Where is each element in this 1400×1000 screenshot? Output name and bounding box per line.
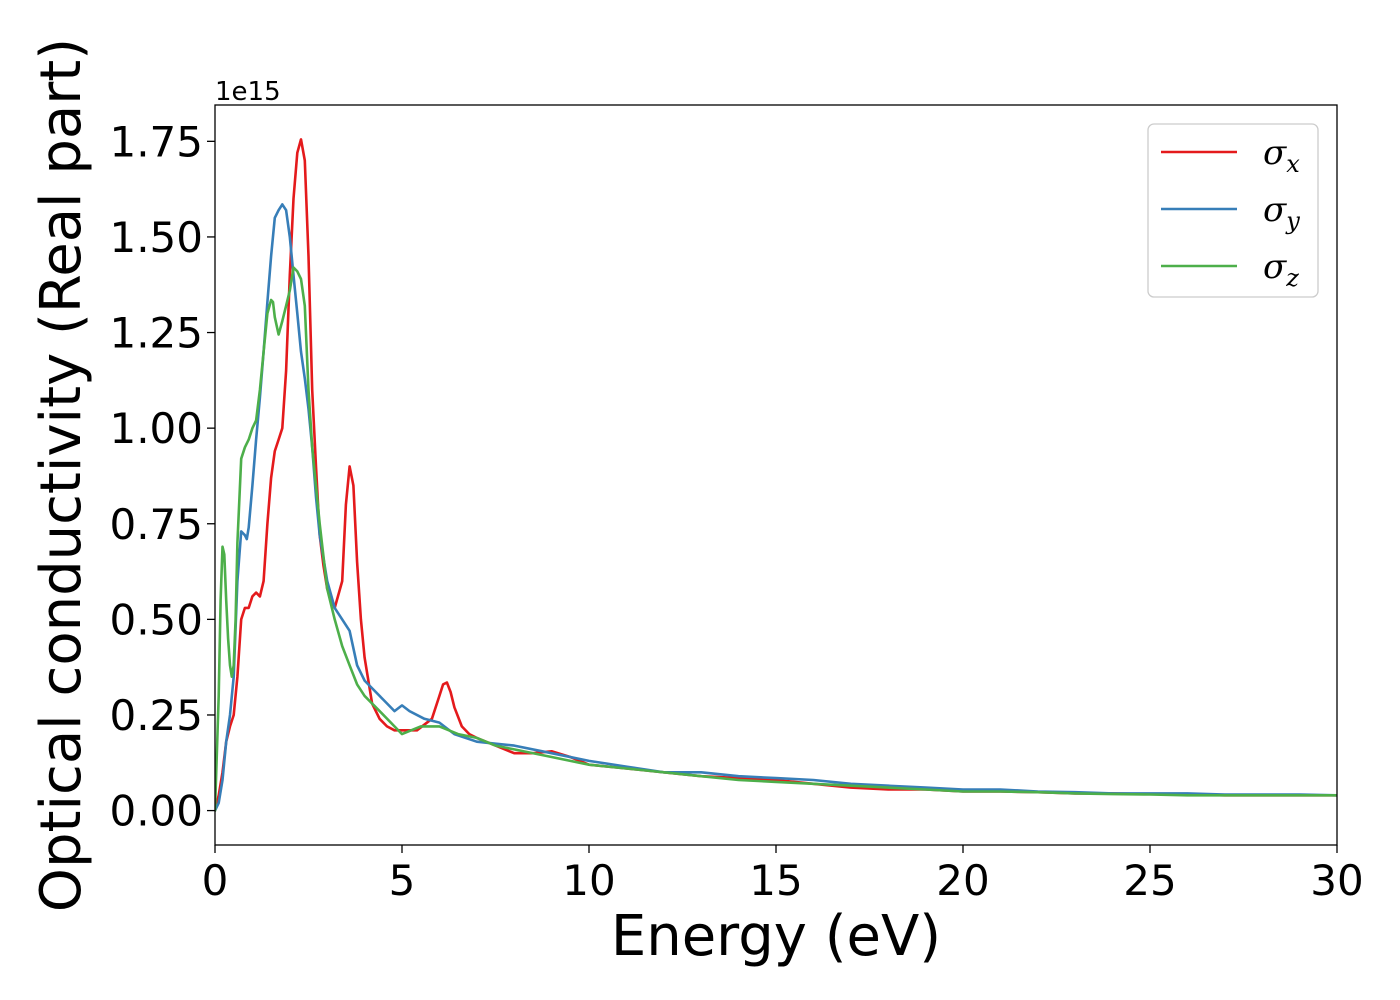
- x-tick-label: 5: [389, 856, 416, 905]
- legend-label-z: σz: [1263, 247, 1299, 292]
- legend-symbol: σ: [1263, 247, 1287, 287]
- y-offset-label: 1e15: [215, 77, 281, 107]
- x-tick-label: 25: [1123, 856, 1176, 905]
- legend-subscript: y: [1285, 207, 1300, 235]
- x-tick-label: 0: [202, 856, 229, 905]
- y-tick-label: 1.25: [109, 309, 203, 358]
- y-axis: 0.00 0.25 0.50 0.75 1.00 1.25 1.50 1.75: [109, 117, 215, 836]
- y-tick-label: 1.50: [109, 213, 203, 262]
- y-tick-label: 1.75: [109, 117, 203, 166]
- x-tick-label: 15: [749, 856, 802, 905]
- legend-subscript: x: [1286, 150, 1300, 178]
- x-tick-label: 10: [562, 856, 615, 905]
- y-tick-label: 0.25: [109, 691, 203, 740]
- legend-label-y: σy: [1263, 190, 1300, 235]
- legend-box: [1147, 123, 1319, 298]
- legend-symbol: σ: [1263, 190, 1287, 230]
- series-line-x: [215, 138, 1337, 812]
- x-axis-title: Energy (eV): [611, 904, 941, 969]
- y-tick-label: 0.00: [109, 787, 203, 836]
- legend-subscript: z: [1285, 264, 1299, 292]
- x-axis: 0 5 10 15 20 25 30: [202, 845, 1364, 905]
- series-line-y: [215, 203, 1337, 812]
- series-line-z: [215, 266, 1337, 812]
- y-tick-label: 0.75: [109, 500, 203, 549]
- y-axis-title: Optical conductivity (Real part): [29, 38, 94, 912]
- legend-symbol: σ: [1263, 133, 1287, 173]
- x-tick-label: 30: [1310, 856, 1363, 905]
- series-layer: [215, 138, 1337, 812]
- x-tick-label: 20: [936, 856, 989, 905]
- legend-label-x: σx: [1263, 133, 1300, 178]
- y-tick-label: 1.00: [109, 404, 203, 453]
- y-tick-label: 0.50: [109, 595, 203, 644]
